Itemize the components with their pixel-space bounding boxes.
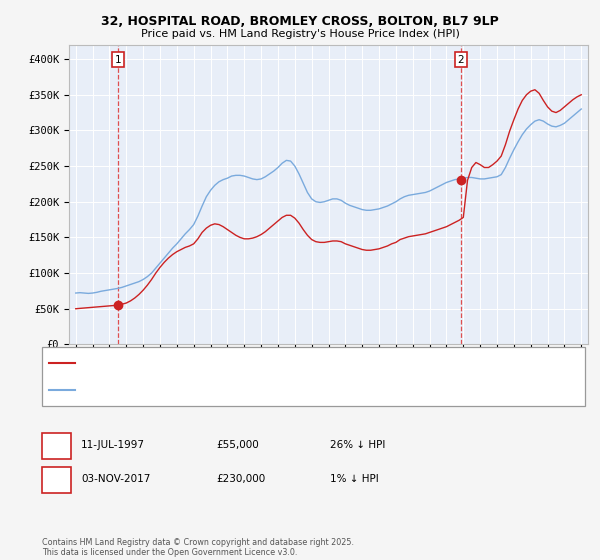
Text: 26% ↓ HPI: 26% ↓ HPI [330, 440, 385, 450]
Text: 2: 2 [53, 474, 60, 484]
Text: £55,000: £55,000 [216, 440, 259, 450]
Text: 1: 1 [53, 440, 60, 450]
Text: 03-NOV-2017: 03-NOV-2017 [81, 474, 151, 484]
Text: 1: 1 [115, 55, 122, 65]
Text: 11-JUL-1997: 11-JUL-1997 [81, 440, 145, 450]
Text: Contains HM Land Registry data © Crown copyright and database right 2025.
This d: Contains HM Land Registry data © Crown c… [42, 538, 354, 557]
Text: 32, HOSPITAL ROAD, BROMLEY CROSS, BOLTON, BL7 9LP: 32, HOSPITAL ROAD, BROMLEY CROSS, BOLTON… [101, 15, 499, 28]
Text: 2: 2 [457, 55, 464, 65]
Text: £230,000: £230,000 [216, 474, 265, 484]
Text: HPI: Average price, detached house, Bolton: HPI: Average price, detached house, Bolt… [79, 386, 286, 395]
Text: 1% ↓ HPI: 1% ↓ HPI [330, 474, 379, 484]
Text: 32, HOSPITAL ROAD, BROMLEY CROSS, BOLTON, BL7 9LP (detached house): 32, HOSPITAL ROAD, BROMLEY CROSS, BOLTON… [79, 358, 434, 367]
Text: Price paid vs. HM Land Registry's House Price Index (HPI): Price paid vs. HM Land Registry's House … [140, 29, 460, 39]
